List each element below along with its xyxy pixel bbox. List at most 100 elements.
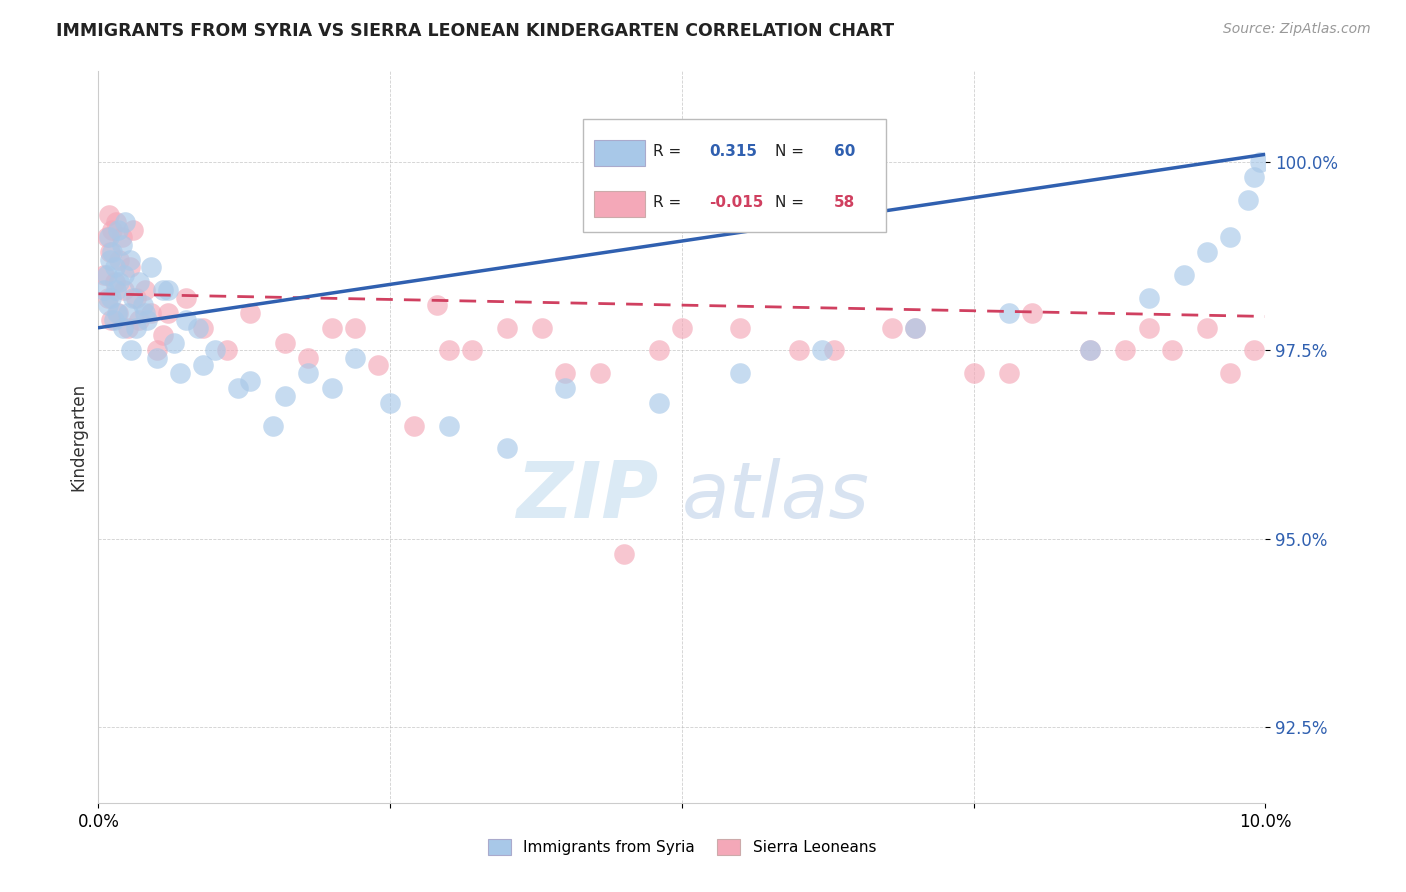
Point <box>139 260 162 275</box>
Point <box>1114 343 1136 358</box>
Point <box>239 374 262 388</box>
Text: N =: N = <box>775 194 808 210</box>
Point <box>811 343 834 358</box>
Text: 58: 58 <box>834 194 855 210</box>
Point <box>112 268 135 282</box>
Point <box>321 320 343 334</box>
Point <box>97 208 120 222</box>
Point <box>823 343 845 358</box>
Point <box>108 252 131 267</box>
Point <box>111 230 134 244</box>
Text: Source: ZipAtlas.com: Source: ZipAtlas.com <box>1223 22 1371 37</box>
Point <box>157 306 180 320</box>
Point <box>880 320 903 334</box>
Point <box>93 268 115 282</box>
Point <box>1021 306 1043 320</box>
Point <box>108 276 131 290</box>
Point <box>274 335 297 350</box>
Text: atlas: atlas <box>682 458 870 533</box>
Point <box>1173 268 1195 282</box>
Point <box>1137 291 1160 305</box>
Point <box>1219 366 1241 380</box>
Point <box>997 366 1019 380</box>
Point <box>104 215 127 229</box>
FancyBboxPatch shape <box>595 140 645 166</box>
Point <box>157 283 180 297</box>
Point <box>146 343 169 358</box>
Point <box>105 306 128 320</box>
Point <box>1197 320 1219 334</box>
Point <box>193 320 215 334</box>
Text: R =: R = <box>652 194 686 210</box>
Point <box>426 298 449 312</box>
Point <box>118 260 141 275</box>
Point <box>125 320 148 334</box>
Point <box>730 320 752 334</box>
Point <box>589 366 612 380</box>
Point <box>1161 343 1184 358</box>
Point <box>554 381 576 395</box>
Point <box>437 343 460 358</box>
Point <box>120 343 142 358</box>
Point <box>163 335 186 350</box>
Point <box>152 328 174 343</box>
Point <box>1080 343 1102 358</box>
Point <box>118 252 141 267</box>
Point <box>530 320 553 334</box>
FancyBboxPatch shape <box>582 119 886 232</box>
Point <box>101 245 124 260</box>
FancyBboxPatch shape <box>595 191 645 217</box>
Point <box>380 396 402 410</box>
Point <box>98 245 121 260</box>
Point <box>1219 230 1241 244</box>
Point <box>104 260 127 275</box>
Point <box>904 320 927 334</box>
Point <box>111 237 134 252</box>
Point <box>367 359 389 373</box>
Point <box>117 306 139 320</box>
Point <box>204 343 226 358</box>
Point <box>239 306 262 320</box>
Point <box>97 291 120 305</box>
Text: -0.015: -0.015 <box>709 194 763 210</box>
Point <box>117 320 139 334</box>
Point <box>1243 169 1265 184</box>
Point <box>787 343 810 358</box>
Point <box>128 313 150 327</box>
Point <box>554 366 576 380</box>
Point <box>962 366 984 380</box>
Point <box>97 298 120 312</box>
Point <box>671 320 693 334</box>
Point <box>344 351 367 365</box>
Point <box>1197 245 1219 260</box>
Point <box>112 283 135 297</box>
Point <box>997 306 1019 320</box>
Point <box>274 389 297 403</box>
Point <box>496 320 519 334</box>
Point <box>1080 343 1102 358</box>
Point <box>437 418 460 433</box>
Text: ZIP: ZIP <box>516 458 658 533</box>
Text: 0.315: 0.315 <box>709 144 756 159</box>
Text: 60: 60 <box>834 144 855 159</box>
Point <box>496 442 519 456</box>
Point <box>114 215 136 229</box>
Point <box>134 306 156 320</box>
Point <box>96 268 118 282</box>
Point <box>730 366 752 380</box>
Point <box>93 283 115 297</box>
Point <box>104 283 127 297</box>
Point <box>344 320 367 334</box>
Point <box>297 351 319 365</box>
Point <box>152 283 174 297</box>
Point <box>97 230 120 244</box>
Point <box>461 343 484 358</box>
Point <box>136 313 159 327</box>
Point <box>215 343 238 358</box>
Point <box>98 252 121 267</box>
Point <box>1243 343 1265 358</box>
Point <box>904 320 927 334</box>
Point <box>125 291 148 305</box>
Text: IMMIGRANTS FROM SYRIA VS SIERRA LEONEAN KINDERGARTEN CORRELATION CHART: IMMIGRANTS FROM SYRIA VS SIERRA LEONEAN … <box>56 22 894 40</box>
Point <box>647 396 669 410</box>
